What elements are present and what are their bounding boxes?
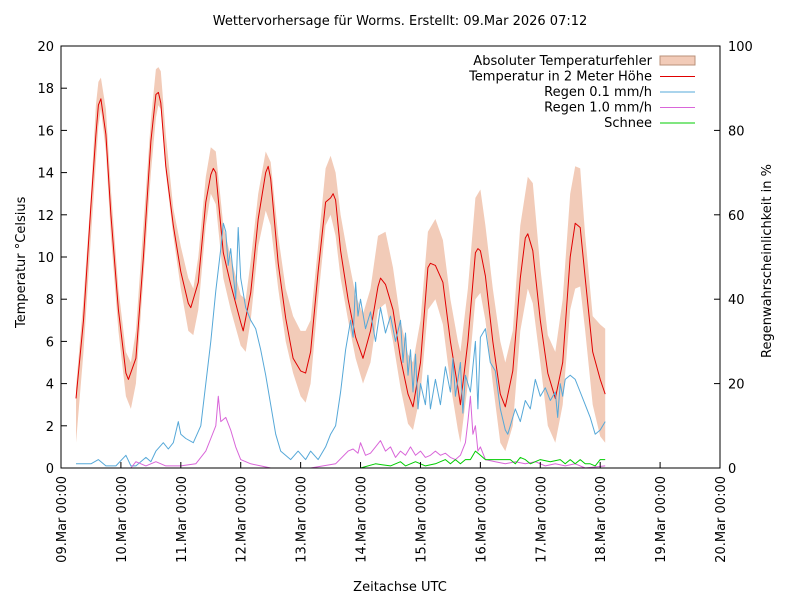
y-tick-label-right: 20 <box>728 378 745 393</box>
y-tick-label-right: 40 <box>728 293 745 308</box>
y-tick-label-left: 2 <box>46 420 54 435</box>
x-tick-label: 16.Mar 00:00 <box>474 476 489 563</box>
y-tick-label-right: 60 <box>728 209 745 224</box>
legend-label-1: Temperatur in 2 Meter Höhe <box>468 70 652 85</box>
y-tick-label-left: 20 <box>37 40 54 55</box>
y-tick-label-left: 6 <box>46 335 54 350</box>
y-tick-label-left: 8 <box>46 293 54 308</box>
series-line-1 <box>75 91 606 408</box>
y-tick-label-left: 18 <box>37 82 54 97</box>
legend-swatch-0 <box>659 55 696 66</box>
series-layer <box>75 67 606 469</box>
legend-label-3: Regen 1.0 mm/h <box>544 101 652 116</box>
y-tick-label-left: 4 <box>46 378 54 393</box>
axes-layer: 0 2 4 6 8 10 12 14 16 18 20 0 20 40 60 80 100 09.Mar 00:0… <box>37 40 752 563</box>
y-tick-label-left: 14 <box>37 167 54 182</box>
legend-label-2: Regen 0.1 mm/h <box>544 85 652 100</box>
y-tick-label-right: 80 <box>728 124 745 139</box>
x-tick-label: 20.Mar 00:00 <box>714 476 729 563</box>
x-tick-label: 12.Mar 00:00 <box>235 476 250 563</box>
y-tick-label-left: 10 <box>37 251 54 266</box>
series-line-2 <box>76 222 606 467</box>
x-axis-label: Zeitachse UTC <box>353 580 447 595</box>
legend-label-0: Absoluter Temperaturfehler <box>473 54 652 69</box>
x-tick-label: 13.Mar 00:00 <box>295 476 310 563</box>
legend-label-4: Schnee <box>604 116 652 131</box>
y-tick-label-left: 0 <box>46 462 54 477</box>
chart-title: Wettervorhersage für Worms. Erstellt: 09… <box>212 14 588 29</box>
y-tick-label-right: 100 <box>728 40 753 55</box>
x-tick-label: 14.Mar 00:00 <box>355 476 370 563</box>
x-tick-label: 11.Mar 00:00 <box>175 476 190 563</box>
y-tick-label-left: 12 <box>37 209 54 224</box>
x-tick-label: 17.Mar 00:00 <box>534 476 549 563</box>
series-line-4 <box>360 450 606 469</box>
x-tick-label: 09.Mar 00:00 <box>55 476 70 563</box>
x-tick-label: 10.Mar 00:00 <box>115 476 130 563</box>
temperature-error-band <box>76 67 606 452</box>
y-tick-label-left: 16 <box>37 124 54 139</box>
x-tick-label: 19.Mar 00:00 <box>654 476 669 563</box>
series-line-3 <box>130 395 606 469</box>
x-tick-label: 18.Mar 00:00 <box>594 476 609 563</box>
x-tick-label: 15.Mar 00:00 <box>414 476 429 563</box>
y-tick-label-right: 0 <box>728 462 736 477</box>
